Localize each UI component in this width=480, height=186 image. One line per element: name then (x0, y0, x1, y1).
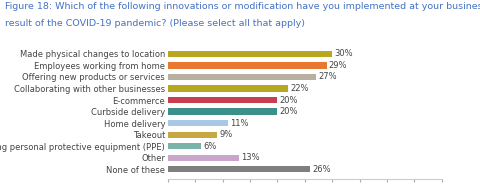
Text: 13%: 13% (241, 153, 260, 162)
Text: 26%: 26% (312, 165, 331, 174)
Bar (168, 74, 316, 80)
Text: 30%: 30% (335, 49, 353, 58)
Text: 22%: 22% (290, 84, 309, 93)
Text: 29%: 29% (329, 61, 348, 70)
Bar (168, 51, 332, 57)
Text: 9%: 9% (219, 130, 233, 139)
Bar (168, 143, 201, 149)
Text: 20%: 20% (280, 107, 298, 116)
Text: 6%: 6% (203, 142, 216, 151)
Text: Figure 18: Which of the following innovations or modification have you implement: Figure 18: Which of the following innova… (5, 2, 480, 11)
Text: result of the COVID-19 pandemic? (Please select all that apply): result of the COVID-19 pandemic? (Please… (5, 19, 305, 28)
Text: 11%: 11% (230, 119, 249, 128)
Bar (168, 166, 310, 172)
Bar (168, 108, 277, 115)
Bar (168, 155, 239, 161)
Text: 20%: 20% (280, 96, 298, 105)
Bar (168, 97, 277, 103)
Bar (168, 85, 288, 92)
Bar (168, 120, 228, 126)
Text: 27%: 27% (318, 73, 336, 81)
Bar (168, 62, 327, 69)
Bar (168, 132, 217, 138)
